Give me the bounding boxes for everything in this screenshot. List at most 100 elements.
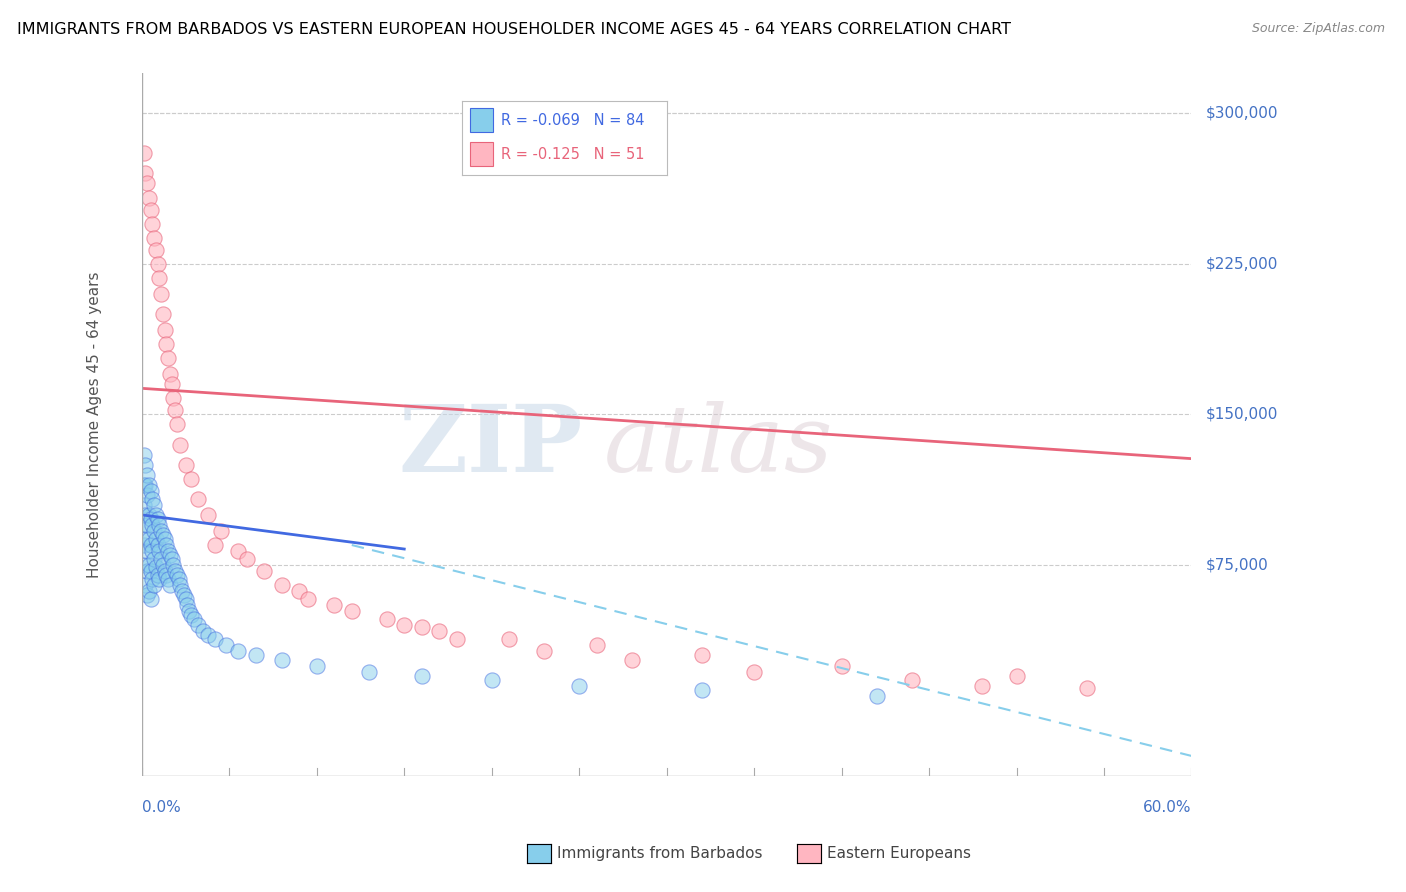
Point <box>152 307 174 321</box>
Point <box>143 578 166 592</box>
Point <box>146 512 169 526</box>
Text: ZIP: ZIP <box>398 401 582 491</box>
Point <box>187 618 209 632</box>
Point <box>197 508 219 522</box>
Point <box>134 558 156 573</box>
Point <box>162 558 184 573</box>
Point <box>155 538 177 552</box>
Point <box>145 532 167 546</box>
Point <box>270 578 292 592</box>
Point <box>139 564 162 578</box>
Point <box>323 599 346 613</box>
Point <box>191 624 214 639</box>
Point <box>141 544 163 558</box>
Point <box>145 508 167 522</box>
Point <box>204 538 226 552</box>
Point <box>146 568 169 582</box>
Point <box>970 679 993 693</box>
Point <box>132 538 155 552</box>
Point <box>134 578 156 592</box>
Point <box>159 548 181 562</box>
Point <box>132 498 155 512</box>
Point <box>165 403 187 417</box>
Point <box>157 544 180 558</box>
Point <box>155 568 177 582</box>
Point <box>427 624 450 639</box>
Point <box>134 532 156 546</box>
Point <box>148 517 170 532</box>
Point <box>148 271 170 285</box>
Point <box>305 658 328 673</box>
Point <box>138 558 160 573</box>
Point <box>167 572 190 586</box>
Point <box>173 588 195 602</box>
Point <box>136 488 159 502</box>
Point <box>831 658 853 673</box>
Point <box>136 177 159 191</box>
Point <box>148 544 170 558</box>
Point <box>143 524 166 538</box>
Point <box>253 564 276 578</box>
Point <box>153 323 176 337</box>
Point <box>138 584 160 599</box>
Point <box>136 517 159 532</box>
Point <box>411 668 433 682</box>
Point <box>180 472 202 486</box>
Point <box>174 592 197 607</box>
Point <box>411 620 433 634</box>
Point <box>215 639 238 653</box>
Point <box>138 190 160 204</box>
Point <box>180 608 202 623</box>
Point <box>1076 681 1098 695</box>
Text: IMMIGRANTS FROM BARBADOS VS EASTERN EUROPEAN HOUSEHOLDER INCOME AGES 45 - 64 YEA: IMMIGRANTS FROM BARBADOS VS EASTERN EURO… <box>17 22 1011 37</box>
Point <box>139 512 162 526</box>
Point <box>139 202 162 217</box>
Point <box>177 604 200 618</box>
Point <box>169 578 191 592</box>
Point <box>134 166 156 180</box>
Point <box>585 639 607 653</box>
Point <box>481 673 503 687</box>
Point <box>138 477 160 491</box>
Point <box>145 243 167 257</box>
Point <box>138 508 160 522</box>
Point <box>197 628 219 642</box>
Point <box>226 644 249 658</box>
Point <box>136 564 159 578</box>
Point <box>900 673 922 687</box>
Point <box>297 592 319 607</box>
Point <box>865 689 887 703</box>
Point <box>146 257 169 271</box>
Point <box>155 337 177 351</box>
Point <box>359 665 381 679</box>
Point <box>134 477 156 491</box>
Point <box>141 572 163 586</box>
Point <box>166 568 188 582</box>
Point <box>157 351 180 366</box>
Text: atlas: atlas <box>603 401 834 491</box>
Point <box>446 632 468 647</box>
Point <box>143 552 166 566</box>
Point <box>150 524 173 538</box>
Text: $225,000: $225,000 <box>1205 256 1278 271</box>
Point <box>132 517 155 532</box>
Point <box>226 544 249 558</box>
Text: $300,000: $300,000 <box>1205 105 1278 120</box>
Point <box>160 552 183 566</box>
Point <box>143 230 166 244</box>
Point <box>288 584 311 599</box>
Point <box>148 572 170 586</box>
Point <box>141 217 163 231</box>
Text: Eastern Europeans: Eastern Europeans <box>827 847 970 861</box>
Point <box>209 524 232 538</box>
Point <box>134 508 156 522</box>
Point <box>160 377 183 392</box>
Point <box>533 644 555 658</box>
Point <box>143 498 166 512</box>
Point <box>742 665 765 679</box>
Point <box>394 618 416 632</box>
Point <box>165 564 187 578</box>
Point <box>132 146 155 161</box>
Point <box>159 578 181 592</box>
Point <box>568 679 591 693</box>
